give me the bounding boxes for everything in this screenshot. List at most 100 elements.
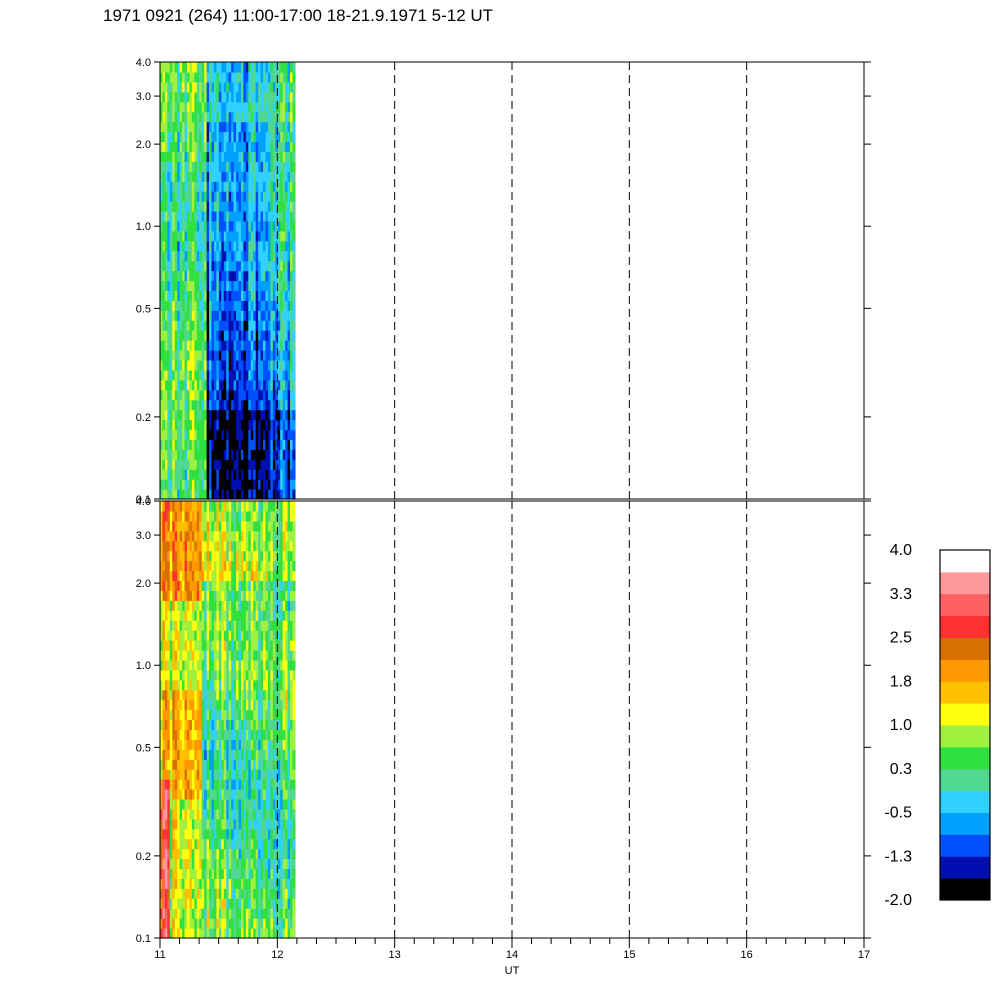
heatmap-cell <box>218 729 222 740</box>
heatmap-cell <box>160 489 164 500</box>
heatmap-cell <box>209 898 213 909</box>
heatmap-cell <box>199 878 203 889</box>
heatmap-cell <box>194 191 198 202</box>
heatmap-cell <box>206 220 210 232</box>
heatmap-cell <box>162 699 166 711</box>
heatmap-cell <box>250 270 254 282</box>
heatmap-cell <box>209 828 213 840</box>
heatmap-cell <box>169 659 173 671</box>
heatmap-cell <box>204 409 208 421</box>
heatmap-cell <box>172 838 176 850</box>
heatmap-cell <box>189 818 193 830</box>
heatmap-cell <box>213 290 218 301</box>
heatmap-cell <box>209 409 213 421</box>
heatmap-cell <box>182 230 186 242</box>
heatmap-cell <box>199 449 203 460</box>
heatmap-cell <box>287 449 291 460</box>
heatmap-cell <box>236 798 240 810</box>
heatmap-cell <box>174 489 178 500</box>
heatmap-cell <box>167 131 171 143</box>
heatmap-cell <box>250 429 254 441</box>
heatmap-cell <box>228 640 232 651</box>
heatmap-cell <box>167 439 171 450</box>
heatmap-cell <box>172 828 176 840</box>
heatmap-cell <box>228 340 232 351</box>
heatmap-cell <box>272 449 276 460</box>
heatmap-cell <box>223 81 227 93</box>
heatmap-cell <box>255 230 259 242</box>
heatmap-cell <box>191 769 195 780</box>
figure-title: 1971 0921 (264) 11:00-17:00 18-21.9.1971… <box>103 6 493 25</box>
heatmap-cell <box>160 91 164 103</box>
heatmap-cell <box>263 590 267 601</box>
heatmap-cell <box>218 848 222 860</box>
heatmap-cell <box>213 469 218 480</box>
heatmap-cell <box>228 600 232 611</box>
heatmap-cell <box>211 81 215 93</box>
heatmap-cell <box>184 161 188 172</box>
heatmap-cell <box>255 310 259 321</box>
heatmap-cell <box>162 270 166 282</box>
heatmap-cell <box>199 600 203 611</box>
heatmap-cell <box>160 320 164 331</box>
heatmap-cell <box>223 649 227 661</box>
heatmap-cell <box>223 191 227 202</box>
heatmap-cell <box>204 520 208 532</box>
heatmap-cell <box>285 161 289 172</box>
heatmap-cell <box>255 389 259 401</box>
heatmap-cell <box>221 161 225 172</box>
heatmap-cell <box>287 898 291 909</box>
heatmap-cell <box>287 111 291 123</box>
heatmap-cell <box>228 439 232 450</box>
heatmap-cell <box>186 550 191 562</box>
heatmap-cell <box>209 928 213 939</box>
heatmap-cell <box>218 459 222 470</box>
heatmap-cell <box>191 848 195 860</box>
heatmap-cell <box>169 779 173 790</box>
heatmap-cell <box>194 290 198 301</box>
heatmap-cell <box>201 81 205 93</box>
heatmap-cell <box>184 280 188 292</box>
heatmap-cell <box>194 250 198 262</box>
heatmap-cell <box>204 828 208 840</box>
heatmap-cell <box>199 409 203 421</box>
heatmap-cell <box>272 419 276 431</box>
heatmap-cell <box>233 310 237 321</box>
heatmap-cell <box>189 550 193 562</box>
heatmap-cell <box>272 270 276 282</box>
heatmap-cell <box>216 131 220 143</box>
heatmap-cell <box>186 320 191 331</box>
heatmap-cell <box>223 270 227 282</box>
heatmap-cell <box>253 848 257 860</box>
heatmap-cell <box>238 739 242 750</box>
heatmap-cell <box>280 560 284 572</box>
heatmap-cell <box>240 250 245 262</box>
heatmap-cell <box>231 439 235 450</box>
heatmap-cell <box>231 151 235 162</box>
heatmap-cell <box>233 62 237 73</box>
heatmap-cell <box>287 171 291 182</box>
heatmap-cell <box>186 280 191 292</box>
heatmap-cell <box>285 469 289 480</box>
heatmap-cell <box>226 230 230 242</box>
heatmap-cell <box>250 610 254 621</box>
heatmap-cell <box>177 560 181 572</box>
heatmap-cell <box>177 908 181 919</box>
heatmap-cell <box>218 62 222 73</box>
heatmap-cell <box>167 759 171 770</box>
heatmap-cell <box>169 260 173 272</box>
heatmap-cell <box>167 181 171 192</box>
heatmap-cell <box>272 848 276 860</box>
heatmap-cell <box>209 350 213 361</box>
heatmap-cell <box>240 469 245 480</box>
heatmap-cell <box>172 389 176 401</box>
heatmap-cell <box>216 630 220 641</box>
heatmap-cell <box>177 640 181 651</box>
heatmap-cell <box>248 908 252 919</box>
heatmap-cell <box>285 560 289 572</box>
heatmap-cell <box>233 290 237 301</box>
heatmap-cell <box>226 191 230 202</box>
heatmap-cell <box>270 501 274 512</box>
heatmap-cell <box>260 659 264 671</box>
heatmap-cell <box>265 530 269 542</box>
